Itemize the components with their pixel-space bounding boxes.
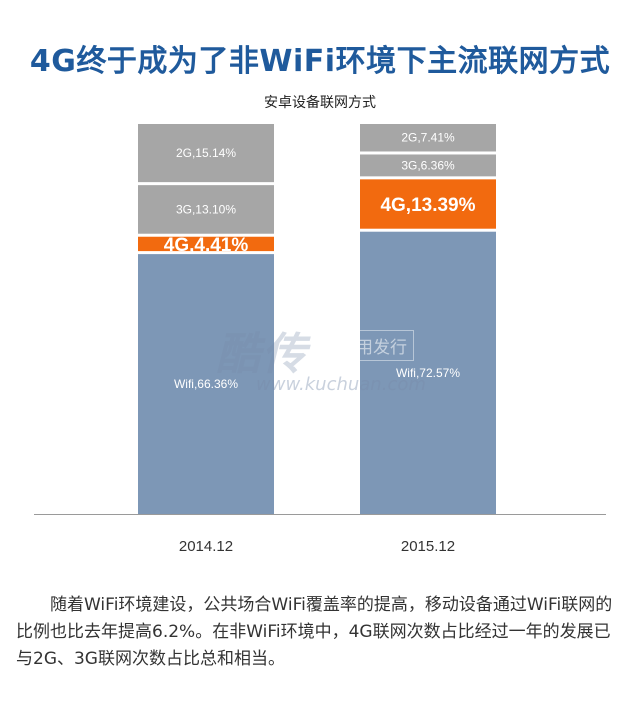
caption: 随着WiFi环境建设，公共场合WiFi覆盖率的提高，移动设备通过WiFi联网的比…	[16, 592, 626, 673]
data-label-2g-2015.12: 2G,7.41%	[401, 131, 455, 145]
bar-2g-2015.12	[360, 124, 496, 152]
data-label-4g-2014.12: 4G,4.41%	[164, 235, 249, 256]
stacked-bar-chart: Wifi,66.36% 4G,4.41% 3G,13.10% 2G,15.14% 201…	[34, 124, 606, 555]
x-tick-label-2014.12: 2014.12	[179, 538, 233, 555]
caption-text: 随着WiFi环境建设，公共场合WiFi覆盖率的提高，移动设备通过WiFi联网的比…	[16, 595, 613, 669]
bar-2g-2014.12	[138, 124, 274, 183]
bar-3g-2014.12	[138, 185, 274, 234]
data-label-wifi-2015.12: Wifi,72.57%	[396, 366, 460, 380]
bar-wifi-2015.12	[360, 231, 496, 515]
page-title: 4G终于成为了非WiFi环境下主流联网方式	[29, 44, 611, 79]
data-label-2g-2014.12: 2G,15.14%	[176, 146, 236, 160]
data-label-4g-2015.12: 4G,13.39%	[380, 195, 475, 216]
data-label-3g-2015.12: 3G,6.36%	[401, 158, 455, 172]
x-tick-label-2015.12: 2015.12	[401, 538, 455, 555]
chart-subtitle: 安卓设备联网方式	[264, 95, 376, 111]
bar-4g-2015.12	[360, 179, 496, 229]
bar-3g-2015.12	[360, 154, 496, 177]
bar-wifi-2014.12	[138, 254, 274, 514]
data-label-3g-2014.12: 3G,13.10%	[176, 202, 236, 216]
data-label-wifi-2014.12: Wifi,66.36%	[174, 377, 238, 391]
bar-4g-2014.12	[138, 236, 274, 252]
